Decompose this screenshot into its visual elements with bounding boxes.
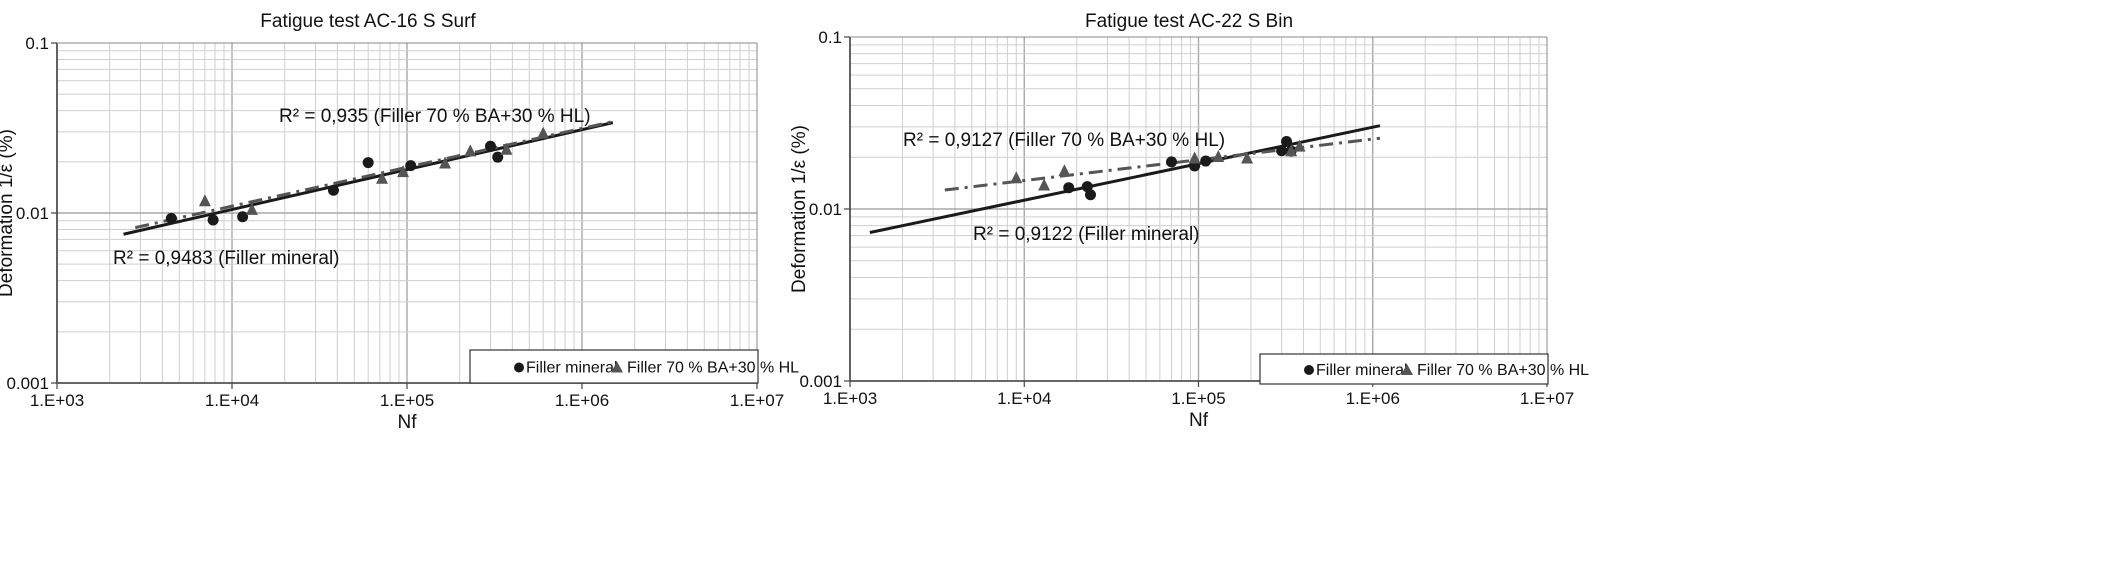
x-tick-label: 1.E+04 — [997, 389, 1051, 408]
chart-title: Fatigue test AC-16 S Surf — [260, 11, 476, 32]
data-point-circle — [327, 184, 339, 196]
data-point-triangle — [1038, 178, 1051, 191]
data-point-circle — [1085, 189, 1097, 201]
x-tick-label: 1.E+05 — [380, 391, 434, 410]
data-point-triangle — [1010, 171, 1023, 184]
series-filler-ba-hl — [1010, 139, 1306, 191]
y-axis-label: Deformation 1/ε (%) — [789, 125, 810, 293]
legend-marker-triangle — [1401, 364, 1413, 375]
data-point-triangle — [1285, 144, 1298, 157]
trendline-filler-mineral — [869, 124, 1381, 234]
x-tick-label: 1.E+06 — [1346, 389, 1400, 408]
y-tick-label: 0.001 — [6, 374, 49, 393]
legend-label: Filler 70 % BA+30 % HL — [627, 360, 799, 377]
data-point-circle — [1276, 145, 1288, 157]
x-tick-label: 1.E+06 — [555, 391, 609, 410]
x-axis-label: Nf — [398, 412, 418, 433]
data-point-circle — [1200, 155, 1212, 167]
x-tick-label: 1.E+07 — [730, 391, 784, 410]
legend-marker-circle — [1304, 365, 1314, 375]
data-point-circle — [1063, 182, 1075, 194]
data-point-triangle — [397, 165, 410, 178]
data-point-triangle — [1188, 151, 1201, 164]
y-tick-label: 0.01 — [16, 204, 49, 223]
data-point-circle — [165, 212, 177, 224]
chart-panel-1: 1.E+03 1.E+04 1.E+05 1.E+06 1.E+07 0.001 0.01 0… — [0, 11, 799, 433]
r2-annotation: R² = 0,9483 (Filler mineral) — [113, 248, 340, 269]
r2-annotation: R² = 0,9127 (Filler 70 % BA+30 % HL) — [903, 130, 1225, 151]
x-tick-label: 1.E+04 — [205, 391, 259, 410]
data-point-triangle — [1212, 149, 1225, 162]
x-axis-label: Nf — [1189, 410, 1209, 431]
y-axis-label: Deformation 1/ε (%) — [0, 129, 17, 297]
y-tick-label: 0.01 — [809, 200, 842, 219]
data-point-triangle — [1241, 151, 1254, 164]
legend: Filler mineral Filler 70 % BA+30 % HL — [469, 349, 799, 384]
data-point-triangle — [500, 142, 513, 155]
series-filler-mineral — [165, 140, 504, 226]
data-point-circle — [484, 140, 496, 152]
data-point-circle — [1281, 135, 1293, 147]
r2-annotation: R² = 0,9122 (Filler mineral) — [973, 224, 1200, 245]
data-point-circle — [207, 214, 219, 226]
data-point-triangle — [537, 126, 550, 139]
legend-marker-circle — [514, 362, 524, 373]
legend-label: Filler 70 % BA+30 % HL — [1417, 362, 1589, 379]
y-tick-label: 0.1 — [25, 34, 49, 53]
y-tick-label: 0.001 — [799, 372, 842, 391]
gridlines — [849, 37, 1547, 382]
data-point-triangle — [1058, 164, 1071, 177]
data-point-triangle — [198, 194, 211, 207]
chart-title: Fatigue test AC-22 S Bin — [1085, 11, 1293, 32]
data-point-circle — [492, 151, 504, 163]
data-point-triangle — [376, 171, 389, 184]
legend-label: Filler mineral — [526, 360, 618, 377]
x-tick-label: 1.E+05 — [1171, 389, 1225, 408]
data-point-circle — [362, 157, 374, 169]
legend-label: Filler mineral — [1316, 362, 1408, 379]
y-tick-label: 0.1 — [818, 28, 842, 47]
data-point-circle — [405, 160, 417, 172]
data-point-triangle — [1293, 139, 1306, 152]
data-point-circle — [237, 211, 249, 223]
series-filler-ba-hl — [198, 126, 550, 215]
trendline-filler-ba-hl — [134, 120, 614, 230]
legend-marker-triangle — [611, 361, 623, 373]
x-tick-label: 1.E+03 — [30, 391, 84, 410]
gridlines — [56, 43, 757, 384]
legend: Filler mineral Filler 70 % BA+30 % HL — [1259, 353, 1589, 385]
data-point-triangle — [464, 144, 477, 157]
trendline-filler-mineral — [123, 121, 614, 236]
legend-box — [469, 349, 759, 384]
data-point-circle — [1166, 156, 1178, 168]
x-tick-label: 1.E+07 — [1520, 389, 1574, 408]
data-point-triangle — [245, 202, 258, 215]
data-point-triangle — [439, 156, 452, 169]
x-tick-label: 1.E+03 — [823, 389, 877, 408]
chart-panel-2: 1.E+03 1.E+04 1.E+05 1.E+06 1.E+07 0.001 0.01 0… — [789, 11, 1589, 431]
r2-annotation: R² = 0,935 (Filler 70 % BA+30 % HL) — [279, 106, 591, 127]
